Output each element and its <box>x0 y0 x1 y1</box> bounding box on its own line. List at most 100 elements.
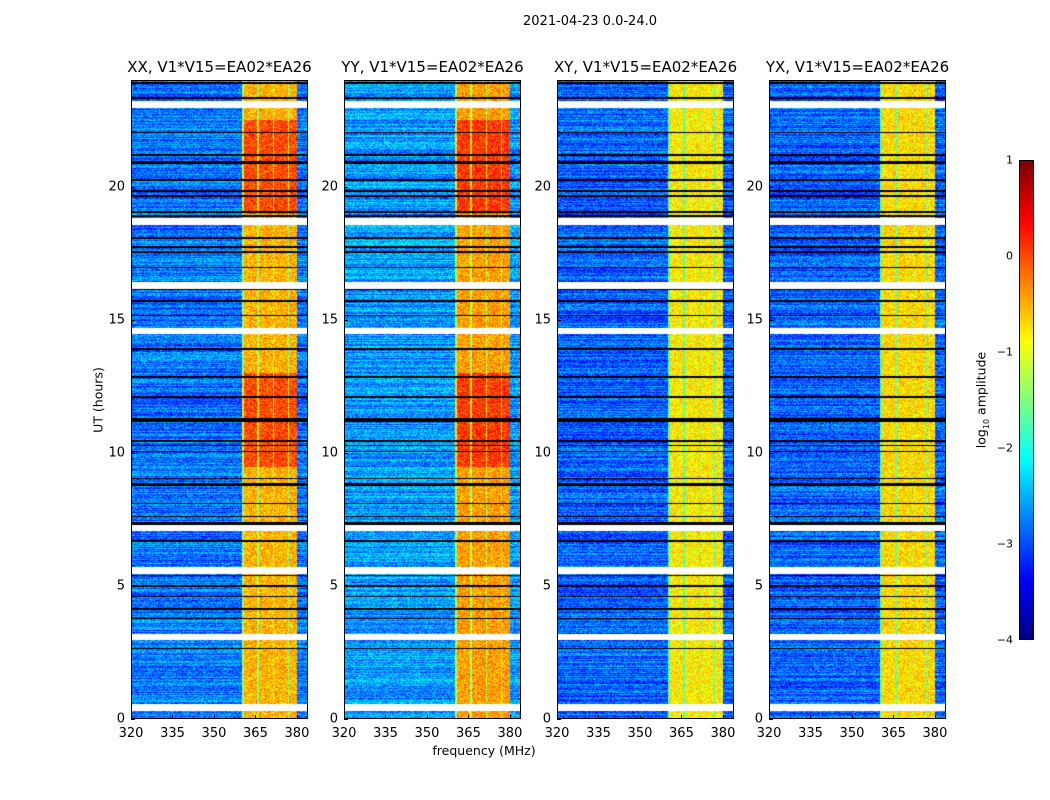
x-tick-mark <box>426 715 428 719</box>
y-tick-mark <box>557 585 561 587</box>
x-tick-label: 335 <box>798 726 823 741</box>
colorbar-tick-label: −4 <box>996 633 1013 647</box>
y-tick-mark <box>769 186 773 188</box>
x-tick-mark <box>468 715 470 719</box>
x-tick-mark <box>893 715 895 719</box>
colorbar-tick-label: −3 <box>996 537 1013 551</box>
y-tick-label: 0 <box>754 711 763 727</box>
x-tick-mark <box>769 715 770 719</box>
panel-title: YY, V1*V15=EA02*EA26 <box>341 58 524 76</box>
y-tick-mark <box>344 319 348 321</box>
x-tick-label: 380 <box>497 726 523 741</box>
y-tick-label: 10 <box>534 445 551 461</box>
x-tick-label: 350 <box>414 726 440 741</box>
y-tick-label: 0 <box>329 711 338 727</box>
colorbar-tick-label: −2 <box>996 441 1013 455</box>
y-tick-label: 5 <box>116 578 125 594</box>
x-tick-label: 365 <box>456 726 481 741</box>
y-tick-mark <box>131 319 135 321</box>
y-tick-mark <box>557 186 561 188</box>
y-tick-label: 15 <box>746 312 763 328</box>
heatmap-panel-3: YX, V1*V15=EA02*EA26 320 335 350 365 380 0 5 10 1… <box>746 58 949 741</box>
x-tick-mark <box>934 715 936 719</box>
x-tick-mark <box>213 715 215 719</box>
x-tick-mark <box>722 715 724 719</box>
y-tick-mark <box>344 186 348 188</box>
y-tick-label: 15 <box>108 312 125 328</box>
x-tick-mark <box>344 715 345 719</box>
x-tick-mark <box>131 715 132 719</box>
x-tick-mark <box>810 715 812 719</box>
x-tick-label: 320 <box>544 726 570 741</box>
x-tick-label: 350 <box>839 726 865 741</box>
y-tick-label: 5 <box>542 578 551 594</box>
y-tick-mark <box>344 719 348 720</box>
x-tick-label: 320 <box>331 726 357 741</box>
y-tick-mark <box>769 452 773 454</box>
x-tick-label: 380 <box>922 726 948 741</box>
y-tick-mark <box>769 719 773 720</box>
x-tick-mark <box>255 715 257 719</box>
colorbar <box>1019 160 1034 640</box>
x-tick-mark <box>598 715 600 719</box>
y-tick-mark <box>131 585 135 587</box>
y-tick-mark <box>344 452 348 454</box>
y-tick-mark <box>769 319 773 321</box>
panel-title: XY, V1*V15=EA02*EA26 <box>553 58 738 76</box>
x-tick-label: 380 <box>710 726 736 741</box>
x-tick-label: 350 <box>627 726 653 741</box>
y-tick-label: 20 <box>321 179 338 194</box>
y-tick-label: 20 <box>746 179 763 194</box>
y-tick-label: 10 <box>746 445 763 461</box>
heatmap-image <box>769 80 946 719</box>
colorbar-tick-label: 0 <box>1006 249 1013 263</box>
x-tick-mark <box>385 715 387 719</box>
x-tick-label: 320 <box>756 726 782 741</box>
y-tick-mark <box>131 452 135 454</box>
heatmap-panel-0: XX, V1*V15=EA02*EA26 320 335 350 365 380 0 5 10 1… <box>108 58 311 741</box>
x-tick-label: 365 <box>881 726 906 741</box>
y-tick-label: 10 <box>108 445 125 461</box>
heatmap-panel-2: XY, V1*V15=EA02*EA26 320 335 350 365 380 0 5 10 1… <box>534 58 737 741</box>
colorbar-label: log10 amplitude <box>973 351 991 449</box>
panel-title: XX, V1*V15=EA02*EA26 <box>127 58 312 76</box>
colorbar-tick-label: 1 <box>1006 153 1013 167</box>
x-tick-mark <box>681 715 683 719</box>
x-tick-label: 350 <box>201 726 227 741</box>
panel-title: YX, V1*V15=EA02*EA26 <box>765 58 950 76</box>
x-tick-label: 335 <box>373 726 398 741</box>
y-tick-label: 0 <box>116 711 125 727</box>
y-tick-label: 5 <box>754 578 763 594</box>
x-tick-mark <box>557 715 558 719</box>
y-tick-mark <box>557 452 561 454</box>
x-tick-label: 380 <box>284 726 310 741</box>
x-tick-mark <box>639 715 641 719</box>
x-tick-label: 320 <box>118 726 144 741</box>
y-axis-label: UT (hours) <box>90 367 106 433</box>
colorbar-tick-label: −1 <box>996 345 1013 359</box>
x-tick-mark <box>851 715 853 719</box>
heatmap-image <box>344 80 521 719</box>
y-tick-label: 5 <box>329 578 338 594</box>
x-tick-label: 365 <box>669 726 694 741</box>
x-tick-label: 365 <box>243 726 268 741</box>
x-tick-mark <box>172 715 174 719</box>
heatmap-image <box>557 80 734 719</box>
y-tick-label: 15 <box>321 312 338 328</box>
x-tick-mark <box>509 715 511 719</box>
y-tick-label: 0 <box>542 711 551 727</box>
y-tick-mark <box>344 585 348 587</box>
y-tick-mark <box>131 186 135 188</box>
heatmap-image <box>131 80 308 719</box>
y-tick-label: 20 <box>534 179 551 194</box>
y-tick-label: 10 <box>321 445 338 461</box>
heatmap-panel-1: YY, V1*V15=EA02*EA26 320 335 350 365 380 0 5 10 1… <box>321 58 523 741</box>
x-axis-label: frequency (MHz) <box>432 743 536 758</box>
y-tick-label: 15 <box>534 312 551 328</box>
figure-title: 2021-04-23 0.0-24.0 <box>523 14 657 29</box>
x-tick-label: 335 <box>586 726 611 741</box>
x-tick-label: 335 <box>160 726 185 741</box>
y-tick-mark <box>557 319 561 321</box>
y-tick-mark <box>769 585 773 587</box>
y-tick-mark <box>557 719 561 720</box>
